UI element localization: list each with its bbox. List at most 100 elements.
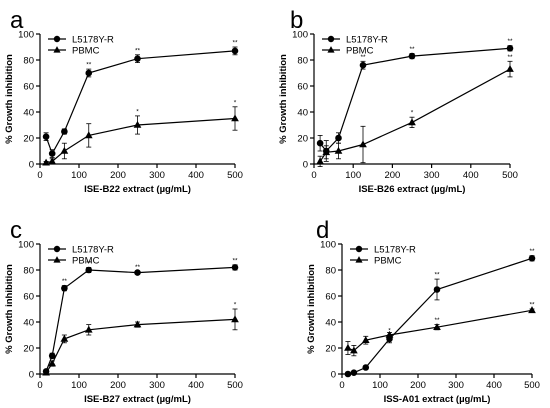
data-point-circle: [316, 139, 324, 147]
x-tick-label: 300: [424, 170, 440, 181]
data-point-triangle: [528, 306, 536, 314]
x-tick-label: 500: [227, 170, 243, 181]
significance-label: **: [86, 260, 92, 267]
x-tick-label: 500: [227, 380, 243, 391]
data-point-circle: [506, 45, 514, 52]
data-point-circle: [61, 284, 68, 292]
x-tick-label: 300: [149, 170, 165, 181]
y-tick-label: 80: [325, 265, 336, 276]
data-point-triangle: [408, 118, 416, 126]
significance-label: **: [507, 54, 513, 61]
y-tick-label: 80: [297, 55, 308, 66]
y-tick-label: 60: [297, 81, 308, 92]
panel-c: c 0 100 200 300 400 500 0 20 40 60 80 100 ISE-B27 ext…: [4, 217, 243, 405]
y-tick-label: 0: [303, 159, 308, 170]
x-tick-label: 500: [524, 380, 540, 391]
series-pbmc: ***: [316, 54, 514, 168]
x-tick-label: 400: [188, 380, 204, 391]
data-point-triangle: [322, 148, 331, 156]
x-tick-label: 0: [311, 170, 316, 181]
data-point-circle: [359, 61, 367, 69]
series-line: [347, 309, 533, 352]
y-tick-label: 20: [325, 343, 336, 354]
y-tick-label: 40: [297, 107, 308, 118]
legend-label: L5178Y-R: [72, 34, 114, 45]
data-point-triangle: [361, 336, 370, 343]
legend-marker-circle: [355, 245, 363, 253]
significance-label: **: [232, 257, 238, 264]
data-point-circle: [350, 369, 358, 377]
significance-label: **: [529, 248, 535, 255]
panel-a: a 0 100 200 300 400 500 0 20 40 60 80 100 ISE-B22 ext…: [4, 7, 243, 195]
significance-label: *: [388, 328, 391, 335]
y-tick-label: 100: [18, 29, 34, 40]
y-axis-title: % Growth inhibition: [4, 54, 15, 144]
x-tick-label: 400: [188, 170, 204, 181]
data-point-circle: [85, 266, 93, 274]
y-tick-label: 100: [292, 29, 308, 40]
y-tick-label: 60: [325, 291, 336, 302]
y-tick-label: 60: [23, 81, 34, 92]
series-line: [45, 50, 236, 156]
x-tick-label: 100: [372, 380, 388, 391]
y-tick-label: 100: [320, 239, 336, 250]
y-tick-label: 40: [23, 107, 34, 118]
data-point-triangle: [231, 114, 239, 122]
significance-label: **: [86, 62, 92, 69]
x-tick-label: 300: [448, 380, 464, 391]
y-tick-label: 0: [29, 159, 34, 170]
significance-label: **: [135, 47, 141, 54]
data-point-circle: [134, 55, 141, 62]
panel-letter-a: a: [10, 7, 24, 34]
series-line: [45, 318, 236, 374]
data-point-circle: [231, 264, 239, 271]
y-tick-label: 0: [29, 369, 34, 380]
y-tick-label: 20: [297, 133, 308, 144]
y-axis-title: % Growth inhibition: [4, 264, 15, 354]
y-tick-label: 60: [23, 291, 34, 302]
data-point-circle: [362, 364, 370, 371]
series-pbmc: **: [42, 99, 239, 166]
significance-label: **: [135, 264, 141, 271]
legend-marker-circle: [53, 35, 61, 43]
panel-letter-c: c: [10, 217, 22, 244]
series-line: [319, 47, 511, 152]
data-point-triangle: [133, 120, 142, 128]
data-point-triangle: [334, 146, 343, 154]
data-point-circle: [408, 52, 416, 60]
x-axis-title: ISE-B27 extract (µg/mL): [84, 394, 191, 405]
significance-label: *: [411, 110, 414, 117]
data-point-triangle: [433, 323, 441, 330]
legend-label: L5178Y-R: [346, 34, 388, 45]
x-tick-label: 400: [463, 170, 479, 181]
significance-label: **: [529, 302, 535, 309]
y-tick-label: 40: [325, 317, 336, 328]
legend-marker-triangle: [327, 46, 335, 53]
x-tick-label: 200: [410, 380, 426, 391]
x-tick-label: 400: [486, 380, 502, 391]
x-tick-label: 0: [339, 380, 344, 391]
x-tick-label: 0: [37, 170, 42, 181]
significance-label: **: [62, 278, 68, 285]
data-point-circle: [48, 150, 56, 157]
panel-letter-d: d: [316, 217, 329, 244]
x-tick-label: 300: [149, 380, 165, 391]
legend-marker-circle: [327, 35, 335, 43]
data-point-triangle: [48, 359, 57, 367]
significance-label: *: [136, 108, 139, 115]
data-point-triangle: [42, 368, 50, 376]
panel-d: d 0 100 200 300 400 500 0 20 40 60 80 100 ISS-A01 ext…: [306, 217, 540, 405]
x-tick-label: 100: [71, 170, 87, 181]
data-point-circle: [42, 133, 50, 140]
x-tick-label: 200: [384, 170, 400, 181]
x-tick-label: 200: [110, 170, 126, 181]
data-point-triangle: [316, 157, 324, 165]
data-point-triangle: [344, 343, 352, 351]
data-point-triangle: [84, 325, 93, 333]
data-point-triangle: [48, 157, 57, 165]
data-point-circle: [335, 134, 342, 142]
panel-letter-b: b: [290, 7, 303, 34]
significance-label: *: [234, 302, 237, 309]
